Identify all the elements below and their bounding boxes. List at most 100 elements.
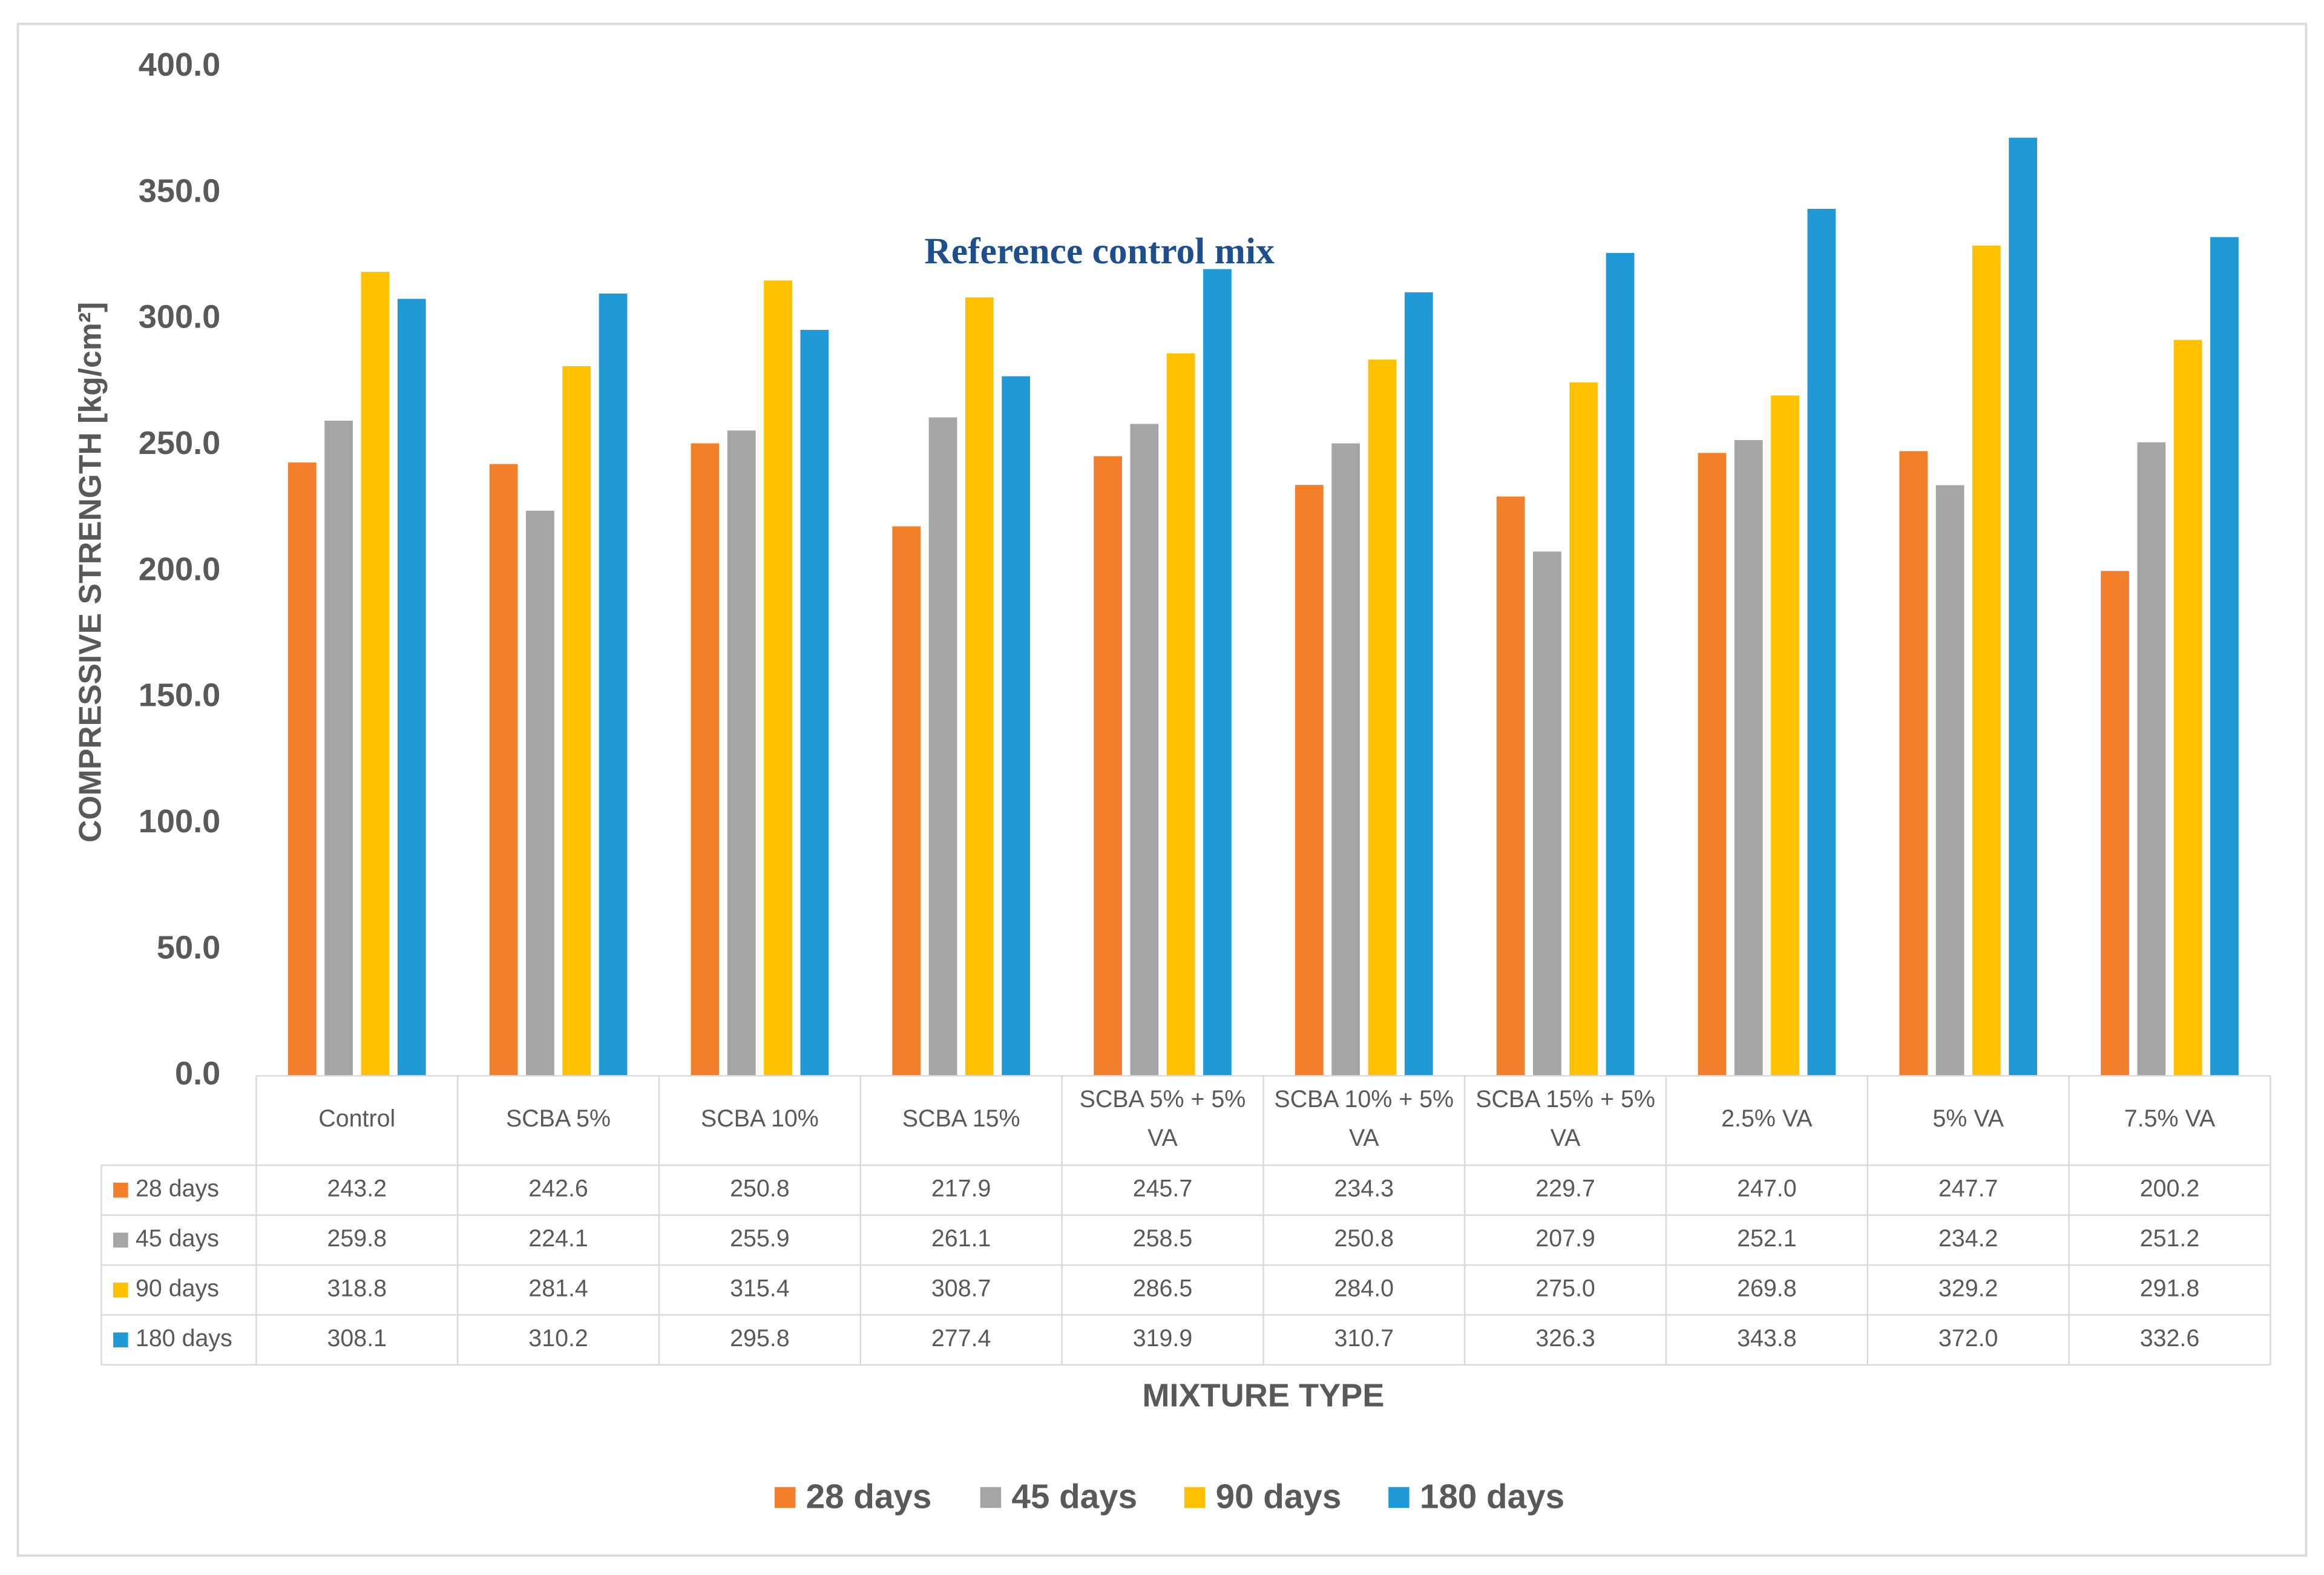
x-axis-title: MIXTURE TYPE xyxy=(1142,1377,1384,1413)
table-value: 261.1 xyxy=(931,1225,991,1252)
table-value: 234.3 xyxy=(1334,1175,1394,1202)
table-value: 247.0 xyxy=(1737,1175,1797,1202)
table-value: 229.7 xyxy=(1535,1175,1595,1202)
x-tick-label: SCBA 10% + 5% VA xyxy=(1274,1088,1454,1152)
bar xyxy=(1807,208,1836,1076)
table-value: 234.2 xyxy=(1938,1225,1998,1252)
bar xyxy=(1203,269,1232,1076)
bar xyxy=(526,510,554,1076)
legend-label: 180 days xyxy=(1420,1477,1564,1515)
table-value: 315.4 xyxy=(730,1275,790,1302)
category-cell: SCBA 5% + 5% VA xyxy=(1079,1088,1246,1152)
x-tick-label: SCBA 15% xyxy=(902,1107,1020,1133)
x-tick-label: SCBA 10% xyxy=(700,1107,819,1133)
y-tick-label: 200.0 xyxy=(139,551,220,587)
table-value: 277.4 xyxy=(931,1325,991,1352)
table-value: 284.0 xyxy=(1334,1275,1394,1302)
bar xyxy=(1734,440,1763,1076)
table-value: 252.1 xyxy=(1737,1225,1797,1252)
table-value: 343.8 xyxy=(1737,1325,1797,1352)
table-value: 329.2 xyxy=(1938,1275,1998,1302)
table-value: 326.3 xyxy=(1535,1325,1595,1352)
bar xyxy=(727,430,756,1076)
bar xyxy=(489,464,518,1076)
table-value: 250.8 xyxy=(1334,1225,1394,1252)
table-value: 308.1 xyxy=(327,1325,387,1352)
table-series-label: 45 days xyxy=(136,1225,219,1252)
bar xyxy=(1569,382,1598,1076)
bar xyxy=(1130,424,1159,1076)
table-value: 310.2 xyxy=(528,1325,588,1352)
table-value: 255.9 xyxy=(730,1225,790,1252)
table-value: 258.5 xyxy=(1133,1225,1193,1252)
table-legend-key xyxy=(113,1282,128,1298)
x-tick-label: Control xyxy=(318,1107,396,1133)
bar xyxy=(1331,443,1361,1076)
table-value: 318.8 xyxy=(327,1275,387,1302)
bar xyxy=(1166,353,1195,1076)
table-value: 269.8 xyxy=(1737,1275,1797,1302)
table-value: 207.9 xyxy=(1535,1225,1595,1252)
x-tick-label: 7.5% VA xyxy=(2124,1107,2216,1133)
table-value: 245.7 xyxy=(1133,1175,1193,1202)
y-tick-label: 50.0 xyxy=(157,929,220,965)
category-cell: SCBA 15% + 5% VA xyxy=(1475,1088,1655,1152)
y-tick-label: 100.0 xyxy=(139,803,220,840)
category-cell: SCBA 10% xyxy=(700,1107,819,1133)
y-axis-title: COMPRESSIVE STRENGTH [kg/cm²] xyxy=(72,302,107,843)
bar xyxy=(1295,485,1324,1076)
bar xyxy=(599,293,628,1076)
y-tick-label: 350.0 xyxy=(139,173,220,209)
table-value: 332.6 xyxy=(2140,1325,2200,1352)
y-tick-label: 150.0 xyxy=(139,677,220,714)
table-value: 200.2 xyxy=(2140,1175,2200,1202)
bar xyxy=(1606,252,1635,1076)
legend-key xyxy=(980,1487,1002,1508)
category-cell: SCBA 10% + 5% VA xyxy=(1274,1088,1454,1152)
table-value: 286.5 xyxy=(1133,1275,1193,1302)
legend-key xyxy=(1184,1487,1206,1508)
bar xyxy=(1899,451,1928,1076)
bar xyxy=(1404,292,1433,1076)
x-tick-label: SCBA 5% xyxy=(506,1107,611,1133)
category-cell: SCBA 5% xyxy=(506,1107,611,1133)
bar xyxy=(2101,571,2129,1076)
table-series-label: 28 days xyxy=(136,1175,219,1202)
table-series-label: 90 days xyxy=(136,1275,219,1302)
bar xyxy=(764,280,792,1076)
legend-label: 28 days xyxy=(806,1477,932,1515)
bar xyxy=(691,443,720,1076)
bar xyxy=(1368,360,1397,1076)
table-value: 242.6 xyxy=(528,1175,588,1202)
table-value: 281.4 xyxy=(528,1275,588,1302)
y-tick-label: 0.0 xyxy=(175,1056,220,1092)
bar xyxy=(287,462,317,1076)
bar xyxy=(2137,442,2166,1076)
bar xyxy=(562,366,591,1076)
bar xyxy=(1935,485,1965,1076)
table-value: 295.8 xyxy=(730,1325,790,1352)
bar xyxy=(324,420,353,1076)
annotation: Reference control mix xyxy=(924,231,1275,272)
bar xyxy=(361,272,390,1076)
table-value: 250.8 xyxy=(730,1175,790,1202)
bar xyxy=(2210,237,2239,1076)
table-value: 243.2 xyxy=(327,1175,387,1202)
table-value: 247.7 xyxy=(1938,1175,1998,1202)
bar xyxy=(1533,551,1561,1076)
table-value: 224.1 xyxy=(528,1225,588,1252)
x-tick-label: SCBA 5% + 5% VA xyxy=(1079,1088,1246,1152)
category-cell: 5% VA xyxy=(1932,1107,2004,1133)
y-tick-label: 300.0 xyxy=(139,299,220,335)
bar xyxy=(928,417,957,1076)
y-tick-label: 400.0 xyxy=(139,47,220,83)
category-cell: SCBA 15% xyxy=(902,1107,1020,1133)
table-value: 310.7 xyxy=(1334,1325,1394,1352)
table-series-label: 180 days xyxy=(136,1325,232,1352)
table-value: 217.9 xyxy=(931,1175,991,1202)
x-tick-label: 2.5% VA xyxy=(1721,1107,1813,1133)
bar xyxy=(2173,340,2202,1076)
table-legend-key xyxy=(113,1232,128,1248)
